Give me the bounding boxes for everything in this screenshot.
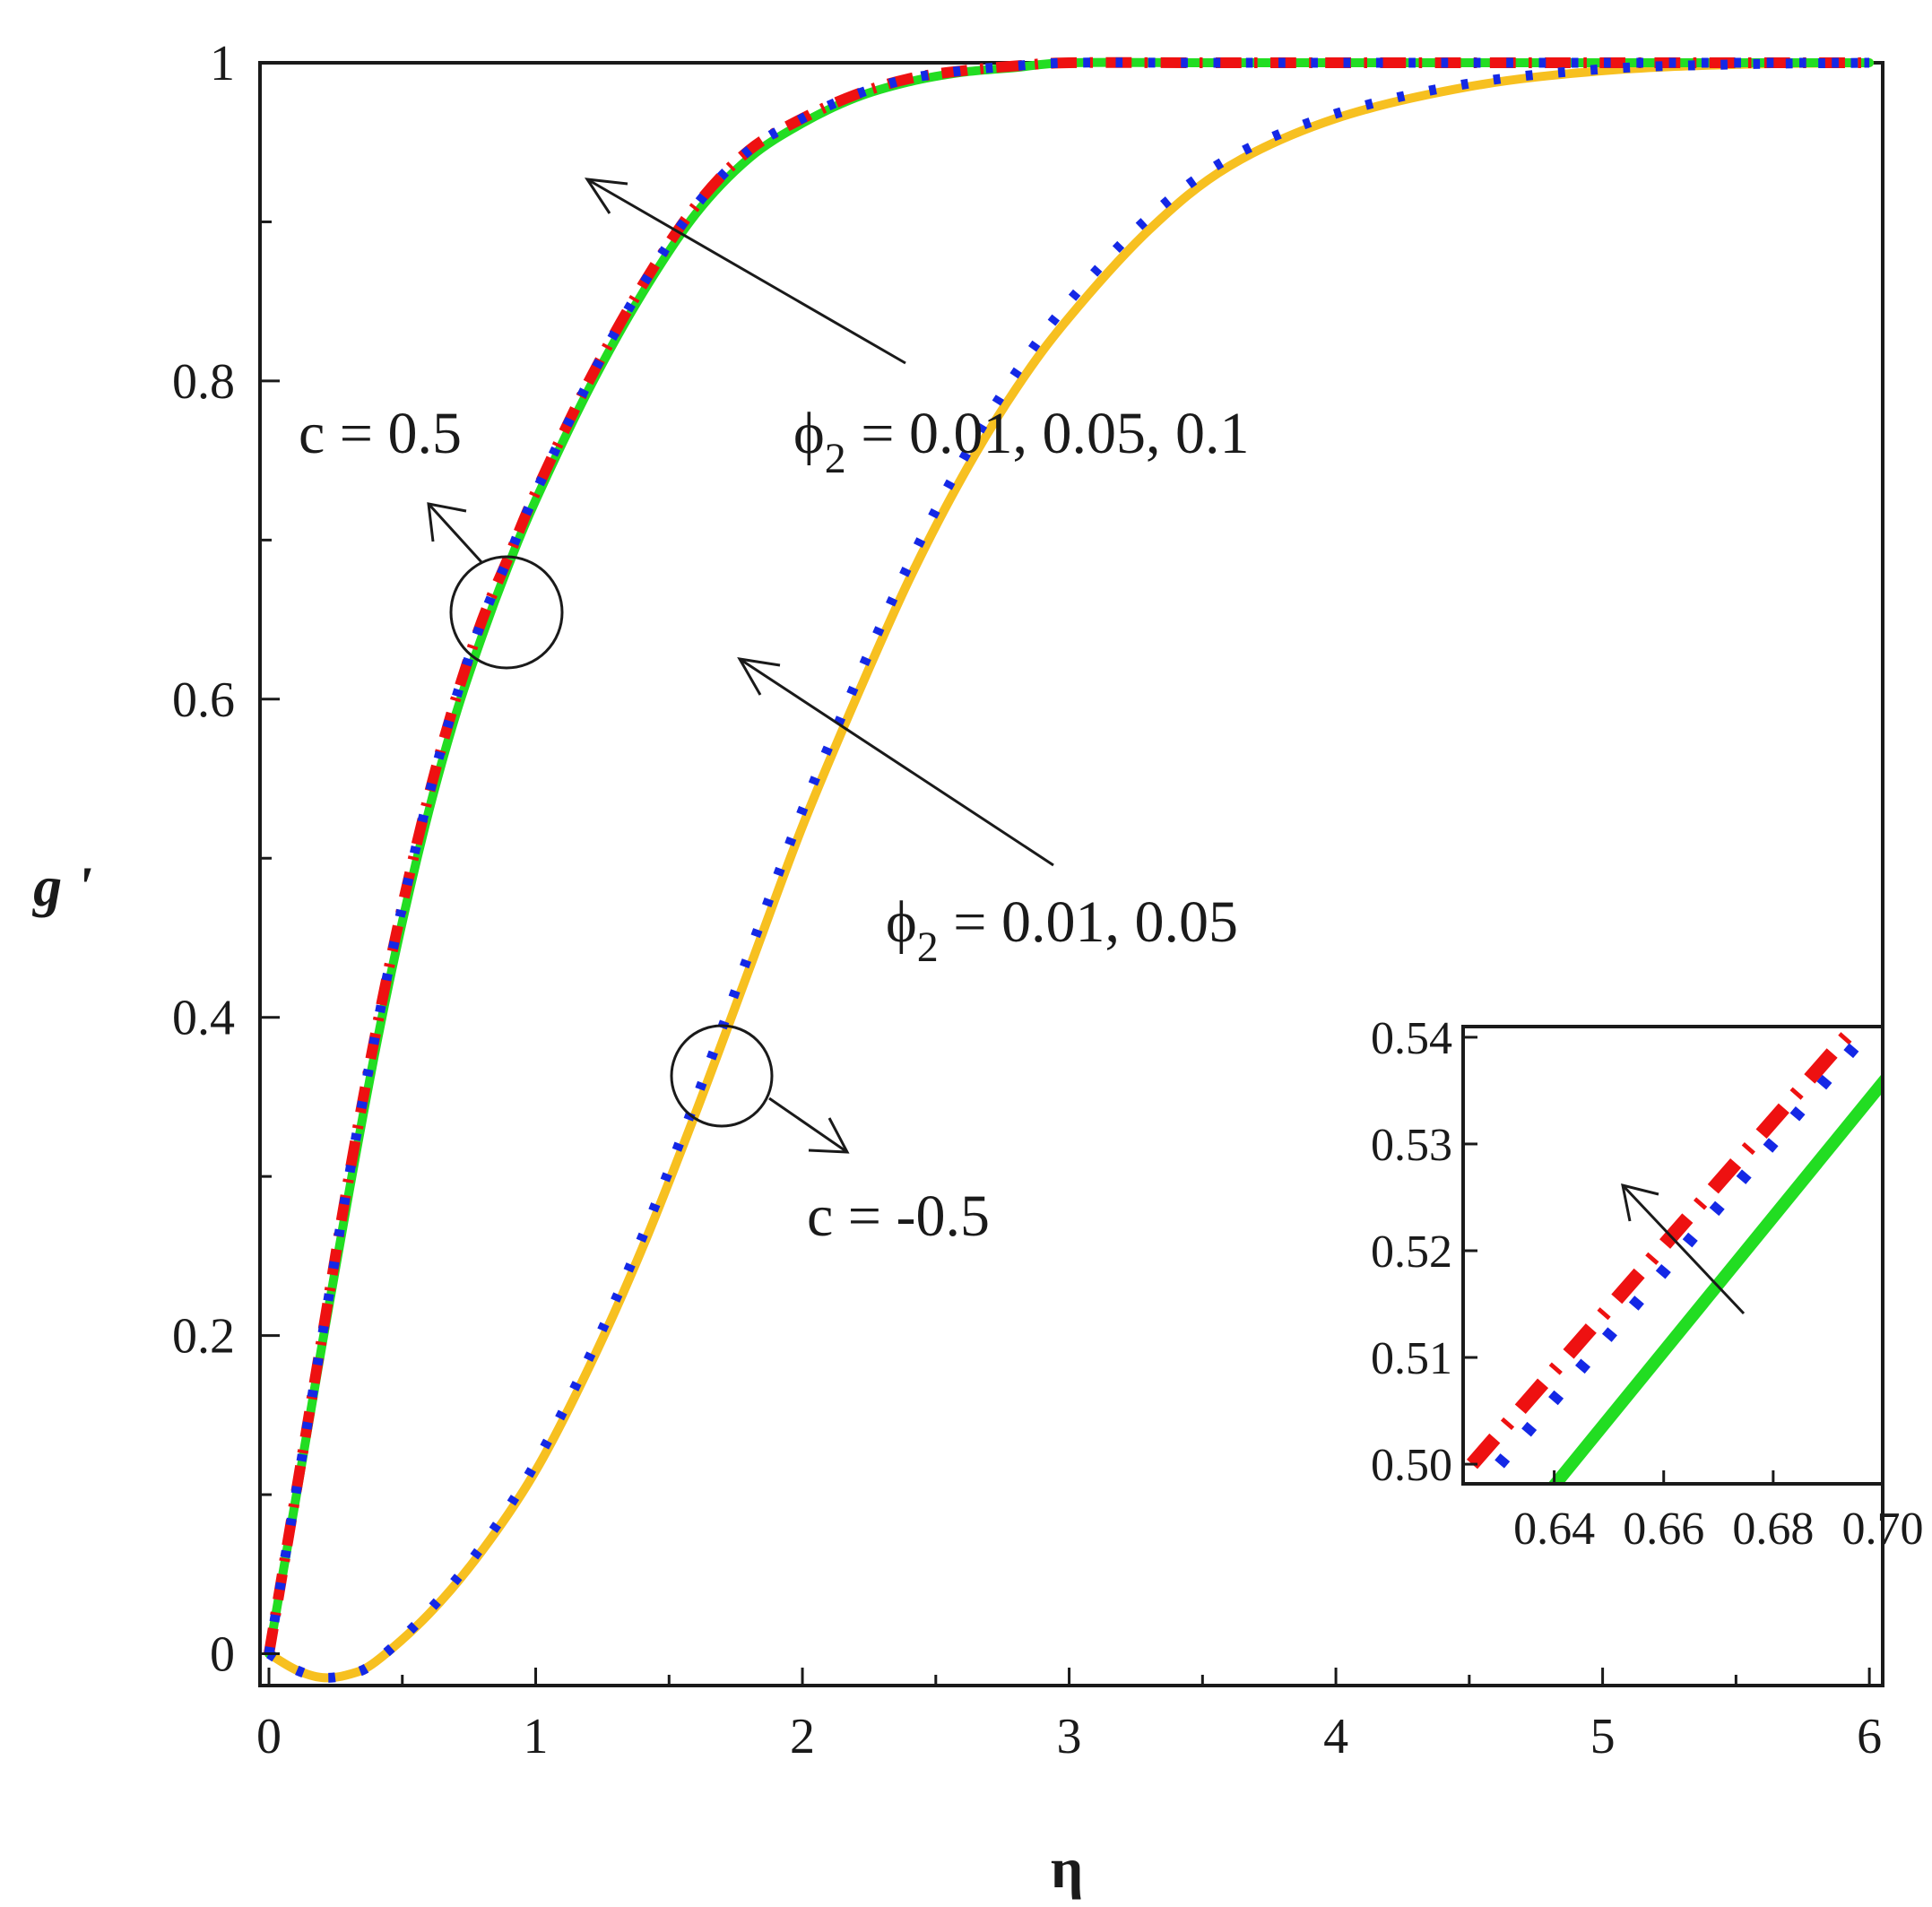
- circle-c-neg: [670, 1024, 774, 1128]
- series-layer: [264, 56, 1875, 1683]
- y-tick-label-2: 0.4: [172, 991, 235, 1046]
- inset-y-tick-label-1: 0.51: [1371, 1333, 1452, 1384]
- inset-x-tick-label-0: 0.64: [1513, 1504, 1595, 1555]
- main-plot: 0 0.2 0.4 0.6 0.8 1 0 1 2 3 4 5 6 η g ': [31, 36, 1884, 1900]
- y-axis-ticks: 0 0.2 0.4 0.6 0.8 1: [172, 36, 280, 1683]
- y-axis-label: g ': [31, 854, 92, 918]
- circle-c-pos: [449, 555, 564, 670]
- x-tick-label-4: 4: [1323, 1709, 1348, 1764]
- y-tick-label-4: 0.8: [172, 354, 235, 410]
- inset-x-tick-label-1: 0.66: [1623, 1504, 1704, 1555]
- inset-arrow-shaft: [1621, 1183, 1746, 1315]
- inset-y-axis-ticks: 0.50 0.51 0.52 0.53 0.54: [1371, 1013, 1477, 1491]
- inset-y-tick-label-0: 0.50: [1371, 1440, 1452, 1491]
- inset-y-tick-label-2: 0.52: [1371, 1227, 1452, 1278]
- x-tick-label-6: 6: [1857, 1709, 1882, 1764]
- annotation-phi-upper: ϕ2 = 0.01, 0.05, 0.1: [793, 401, 1249, 482]
- inset-x-axis-ticks: 0.64 0.66 0.68 0.70: [1513, 1470, 1924, 1555]
- inset-frame: [1461, 1025, 1884, 1486]
- arrow-phi-lower-head: [737, 657, 781, 696]
- x-axis-ticks: 0 1 2 3 4 5 6: [256, 1668, 1882, 1764]
- annotation-phi-lower: ϕ2 = 0.01, 0.05: [886, 889, 1238, 971]
- x-tick-label-0: 0: [256, 1709, 282, 1764]
- series-line-4: [266, 57, 1870, 1683]
- inset-arrow-head: [1621, 1183, 1659, 1222]
- inset-y-tick-label-3: 0.53: [1371, 1120, 1452, 1171]
- inset-series-line-0: [1466, 1028, 1861, 1469]
- arrow-phi-upper-shaft: [586, 178, 906, 365]
- annotation-c-pos: c = 0.5: [299, 401, 462, 466]
- inset-x-tick-label-3: 0.70: [1842, 1504, 1924, 1555]
- y-tick-label-5: 1: [210, 36, 235, 91]
- x-tick-label-5: 5: [1590, 1709, 1616, 1764]
- inset-background: [1463, 1027, 1883, 1484]
- arrow-c-neg-head: [808, 1117, 850, 1154]
- arrow-phi-lower-shaft: [739, 657, 1054, 867]
- arrow-c-pos-head: [427, 502, 467, 542]
- series-line-0: [264, 56, 1870, 1655]
- annotations: [427, 178, 1054, 1154]
- inset-series-layer: [1466, 1028, 1881, 1482]
- arrow-phi-upper-head: [584, 178, 628, 214]
- x-tick-label-1: 1: [524, 1709, 549, 1764]
- inset-series-clip: [1466, 1028, 1881, 1482]
- y-tick-label-3: 0.6: [172, 672, 235, 728]
- y-tick-label-1: 0.2: [172, 1309, 235, 1365]
- x-tick-label-2: 2: [790, 1709, 815, 1764]
- arrow-c-neg-shaft: [768, 1097, 848, 1154]
- x-tick-label-3: 3: [1057, 1709, 1082, 1764]
- inset-arrow: [1621, 1183, 1746, 1315]
- arrow-c-pos-shaft: [427, 502, 484, 565]
- annotation-c-neg: c = -0.5: [807, 1183, 990, 1249]
- annotation-texts: ϕ2 = 0.01, 0.05, 0.1 ϕ2 = 0.01, 0.05 c =…: [299, 401, 1249, 1249]
- inset-series-line-2: [1548, 1074, 1881, 1482]
- x-axis-label: η: [1051, 1836, 1083, 1900]
- inset-x-tick-label-2: 0.68: [1732, 1504, 1814, 1555]
- y-tick-label-0: 0: [210, 1627, 235, 1683]
- inset-y-tick-label-4: 0.54: [1371, 1013, 1452, 1064]
- inset-plot: 0.50 0.51 0.52 0.53 0.54 0.64 0.66 0.68 0.70: [1371, 1013, 1924, 1555]
